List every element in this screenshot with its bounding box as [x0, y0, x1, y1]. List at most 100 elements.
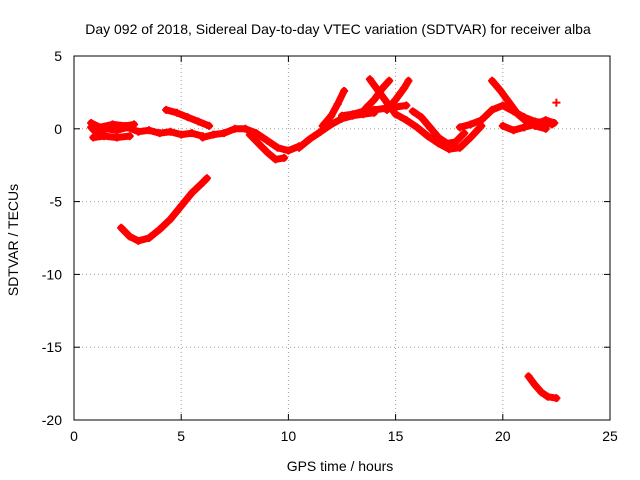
data-point — [125, 232, 134, 241]
data-point — [177, 201, 186, 210]
data-point — [513, 110, 522, 119]
data-point — [455, 143, 464, 152]
data-point — [460, 129, 469, 138]
data-point — [220, 129, 229, 138]
data-point — [417, 113, 426, 122]
series-arc-low — [117, 174, 211, 245]
data-point — [425, 123, 434, 132]
data-point — [391, 110, 400, 119]
data-point — [423, 132, 432, 141]
series-spike-12 — [318, 86, 349, 130]
data-point — [194, 117, 203, 126]
data-point — [365, 75, 374, 84]
data-point — [162, 105, 171, 114]
data-point — [404, 76, 413, 85]
data-point — [537, 388, 546, 397]
x-tick-label: 10 — [281, 428, 297, 444]
data-point — [295, 143, 304, 152]
data-point — [370, 95, 379, 104]
data-point — [202, 174, 211, 183]
axis-ticks: 0 5 10 15 20 25 -20 -15 -10 -5 0 5 — [42, 48, 618, 444]
data-point — [327, 120, 336, 129]
y-tick-label: -15 — [42, 339, 62, 355]
series-baseline-lower — [89, 132, 134, 142]
data-point — [117, 223, 126, 232]
data-point — [230, 124, 239, 133]
data-point — [284, 146, 293, 155]
x-tick-label: 20 — [495, 428, 511, 444]
data-point — [340, 86, 349, 95]
series-line — [383, 77, 412, 114]
data-point — [245, 130, 254, 139]
series-line — [117, 174, 211, 245]
data-point — [305, 134, 314, 143]
data-point — [316, 127, 325, 136]
data-point — [488, 105, 497, 114]
data-point — [112, 133, 121, 142]
data-point — [166, 215, 175, 224]
data-point — [262, 148, 271, 157]
data-point — [280, 153, 289, 162]
y-axis-label: SDTVAR / TECUs — [5, 184, 21, 296]
data-series-group — [87, 75, 561, 403]
series-low-21-22 — [524, 372, 561, 403]
series-arc-5-6 — [162, 105, 214, 130]
x-tick-label: 25 — [602, 428, 618, 444]
data-point — [477, 116, 486, 125]
chart-title: Day 092 of 2018, Sidereal Day-to-day VTE… — [85, 21, 591, 37]
y-tick-label: -10 — [42, 266, 62, 282]
data-point — [443, 139, 452, 148]
data-point — [413, 123, 422, 132]
data-point — [187, 129, 196, 138]
data-point — [550, 118, 559, 127]
series-spike-15 — [383, 76, 413, 114]
y-tick-label: 0 — [54, 121, 62, 137]
data-point — [361, 104, 370, 113]
data-point — [183, 113, 192, 122]
data-point — [391, 95, 400, 104]
data-point — [134, 127, 143, 136]
data-point — [543, 392, 552, 401]
data-point — [498, 121, 507, 130]
data-point — [327, 111, 336, 120]
data-point — [530, 120, 539, 129]
data-point — [177, 130, 186, 139]
series-segment-20-22 — [498, 116, 559, 135]
data-point — [252, 129, 261, 138]
plot-frame — [73, 55, 611, 421]
data-point — [466, 133, 475, 142]
data-point — [205, 121, 214, 130]
data-point — [166, 127, 175, 136]
data-point — [130, 120, 139, 129]
data-point — [541, 124, 550, 133]
data-point — [402, 101, 411, 110]
data-point — [100, 132, 109, 141]
y-tick-label: 5 — [54, 48, 62, 64]
data-point — [451, 137, 460, 146]
data-point — [198, 178, 207, 187]
y-tick-label: -20 — [42, 412, 62, 428]
data-point — [530, 381, 539, 390]
series-segment-10-13 — [295, 108, 379, 152]
data-point — [254, 139, 263, 148]
data-point — [155, 129, 164, 138]
data-point — [209, 130, 218, 139]
data-point — [541, 116, 550, 125]
data-point — [552, 394, 561, 403]
data-point — [338, 111, 346, 120]
data-point — [95, 123, 104, 132]
series-line — [199, 125, 303, 155]
data-point — [466, 120, 475, 129]
data-point — [374, 86, 383, 95]
data-point — [134, 236, 143, 245]
x-tick-label: 5 — [177, 428, 185, 444]
data-point — [509, 126, 518, 135]
x-tick-label: 0 — [70, 428, 78, 444]
data-point — [505, 98, 514, 107]
series-baseline-upper — [87, 118, 139, 132]
data-point — [348, 110, 357, 119]
data-point — [455, 123, 464, 132]
data-point — [370, 105, 379, 114]
series-trough-16-19-b — [408, 107, 469, 148]
